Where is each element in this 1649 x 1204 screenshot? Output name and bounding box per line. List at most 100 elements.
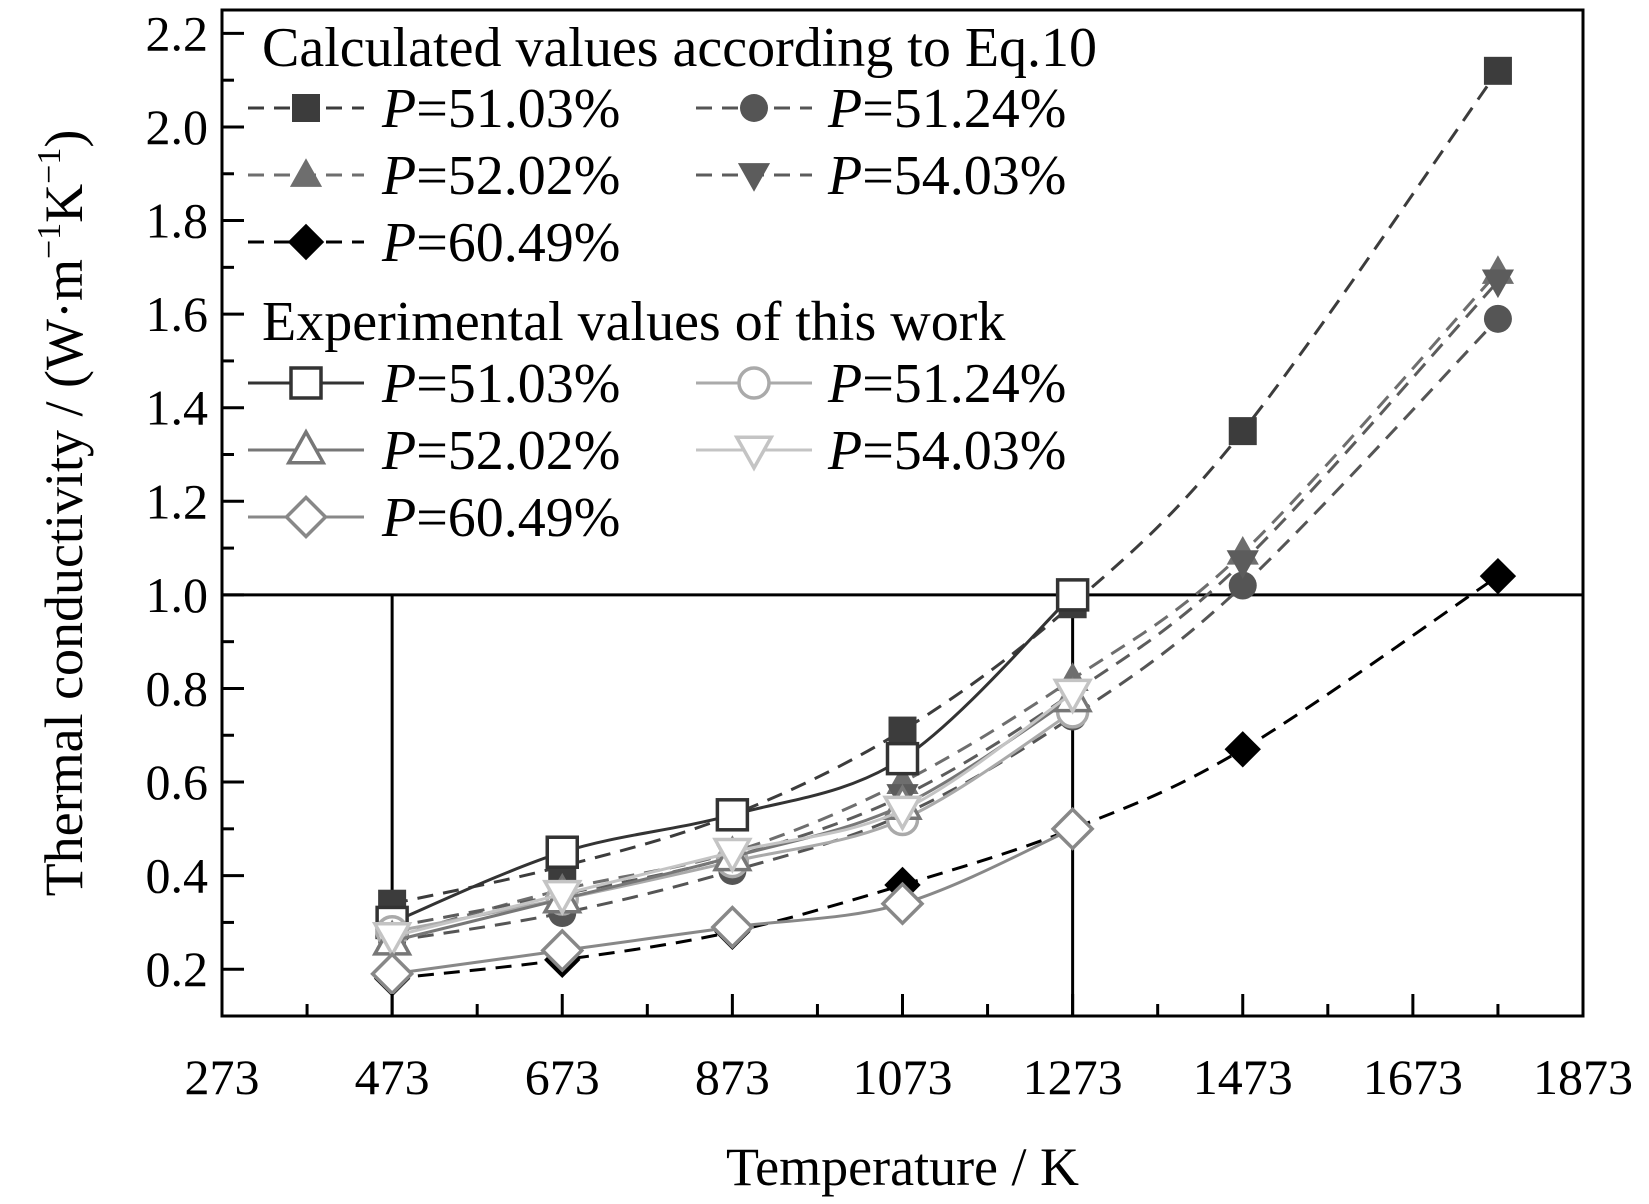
legend-item: P=52.02% (248, 145, 620, 207)
y-tick-label: 1.4 (146, 380, 209, 436)
legend-label: P=51.03% (381, 353, 620, 415)
y-tick-label: 0.4 (146, 848, 209, 904)
x-tick-label: 1873 (1533, 1049, 1633, 1105)
legend-swatch-marker (292, 94, 320, 122)
series-experimental-9 (370, 806, 1095, 996)
legend-label-variable: P (381, 487, 416, 549)
data-point (885, 741, 920, 776)
data-point (1050, 806, 1095, 851)
legend: Calculated values according to Eq.10P=51… (248, 17, 1097, 549)
legend-item: P=51.24% (696, 78, 1066, 140)
legend-label-variable: P (381, 78, 416, 140)
legend-swatch-marker (737, 366, 771, 400)
legend-label-value: =52.02% (416, 145, 620, 207)
data-point (1055, 578, 1090, 612)
y-tick-label: 0.6 (146, 754, 209, 810)
data-point (1226, 550, 1259, 579)
data-point (540, 928, 585, 973)
data-point (1483, 304, 1512, 333)
legend-label-variable: P (827, 78, 862, 140)
data-point (715, 798, 750, 832)
data-point (370, 951, 415, 996)
legend-label-variable: P (381, 212, 416, 274)
data-point (371, 921, 413, 959)
legend-label-value: =51.03% (416, 78, 620, 140)
legend-label: P=54.03% (827, 420, 1066, 482)
legend-item: P=54.03% (696, 145, 1066, 207)
y-tick-label: 1.2 (146, 473, 209, 529)
x-tick-label: 473 (355, 1049, 430, 1105)
legend-label: P=52.02% (381, 420, 620, 482)
data-point (1481, 269, 1515, 299)
y-tick-label: 1.8 (146, 193, 209, 249)
x-axis-title: Temperature / K (726, 1137, 1079, 1197)
legend-label: P=51.03% (381, 78, 620, 140)
series-calculated-4 (373, 557, 1517, 997)
legend-label-value: =54.03% (862, 145, 1066, 207)
series-experimental-8 (371, 678, 1093, 959)
legend-label-variable: P (827, 353, 862, 415)
legend-swatch-marker (289, 366, 323, 400)
legend-heading: Experimental values of this work (262, 291, 1005, 353)
legend-label-value: =51.03% (416, 353, 620, 415)
data-point (710, 905, 755, 950)
legend-item: P=60.49% (248, 212, 620, 274)
legend-swatch-marker (287, 223, 325, 261)
data-point (882, 795, 923, 832)
data-point (1224, 731, 1261, 768)
axes: 273 473 673 873 1073 1273 1473 1673 1873 0.2 0.4 0.… (146, 5, 1634, 1105)
y-tick-label: 1.0 (146, 567, 209, 623)
legend-swatch-marker (740, 94, 768, 122)
legend-item: P=60.49% (248, 487, 620, 549)
legend-label-value: =54.03% (862, 420, 1066, 482)
legend-label: P=51.24% (827, 353, 1066, 415)
legend-label: P=51.24% (827, 78, 1066, 140)
legend-item: P=54.03% (696, 420, 1066, 482)
legend-label-value: =51.24% (862, 353, 1066, 415)
data-point (712, 837, 753, 874)
legend-swatch-marker (737, 163, 771, 192)
x-tick-label: 1273 (1023, 1049, 1123, 1105)
x-tick-label: 873 (695, 1049, 770, 1105)
y-axis-title: Thermal conductivity / (W·m−1K−1) (31, 130, 94, 897)
x-tick-label: 1073 (853, 1049, 953, 1105)
data-point (1483, 56, 1512, 85)
data-point (1479, 557, 1517, 595)
y-axis-title-mid: K (34, 184, 94, 223)
legend-heading: Calculated values according to Eq.10 (262, 17, 1097, 79)
legend-label: P=54.03% (827, 145, 1066, 207)
series-line (391, 271, 1500, 938)
legend-label-variable: P (827, 420, 862, 482)
legend-label: P=52.02% (381, 145, 620, 207)
x-tick-label: 1473 (1193, 1049, 1293, 1105)
y-tick-label: 2.0 (146, 99, 209, 155)
x-tick-label: 273 (185, 1049, 260, 1105)
y-axis-title-main: Thermal conductivity / (W·m (34, 259, 94, 896)
y-tick-label: 1.6 (146, 286, 209, 342)
data-point (1052, 678, 1093, 715)
y-axis-title-sup1: −1 (31, 223, 68, 259)
legend-swatch-marker (289, 158, 323, 187)
legend-swatch-marker (284, 495, 328, 539)
legend-swatch-marker (733, 435, 775, 472)
x-tick-label: 1673 (1363, 1049, 1463, 1105)
legend-label-variable: P (381, 145, 416, 207)
legend-label-value: =52.02% (416, 420, 620, 482)
data-point (545, 835, 579, 869)
x-tick-label: 673 (525, 1049, 600, 1105)
series-line (391, 317, 1500, 943)
legend-label: P=60.49% (381, 487, 620, 549)
data-point (1228, 417, 1257, 446)
legend-label-variable: P (381, 420, 416, 482)
legend-swatch-marker (285, 428, 327, 465)
legend-label-variable: P (381, 353, 416, 415)
data-point (888, 716, 917, 745)
legend-item: P=51.03% (248, 78, 620, 140)
legend-label-variable: P (827, 145, 862, 207)
data-point (1228, 571, 1257, 600)
y-axis-title-end: ) (34, 130, 94, 148)
y-tick-label: 2.2 (146, 5, 209, 61)
legend-item: P=51.03% (248, 353, 620, 415)
legend-label-value: =60.49% (416, 487, 620, 549)
